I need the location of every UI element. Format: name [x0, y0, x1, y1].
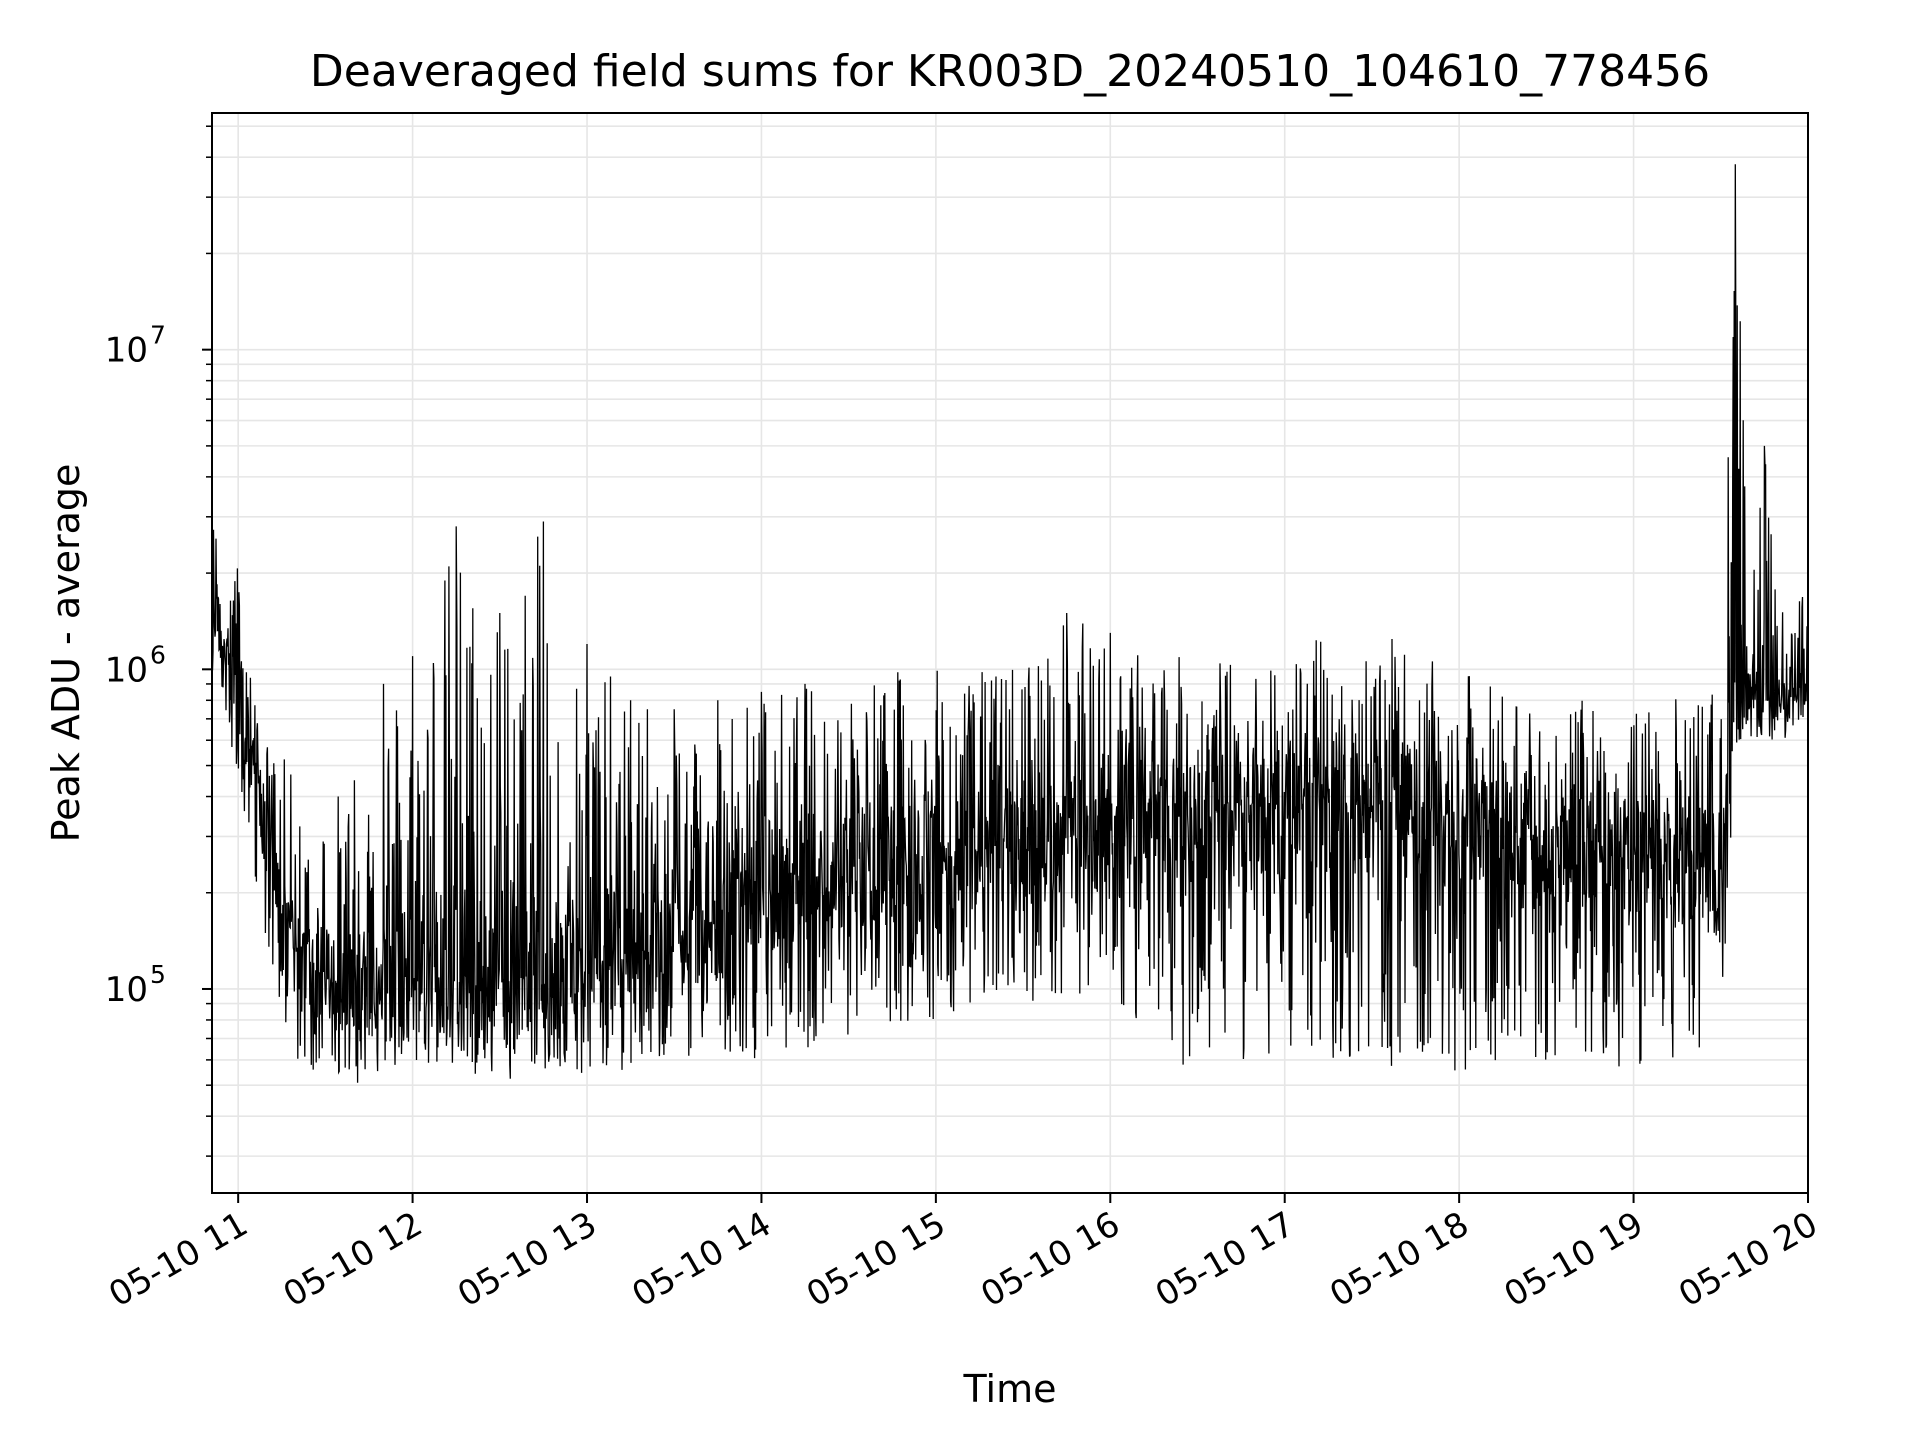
- y-tick-label: 10: [105, 970, 148, 1010]
- y-tick-label: 10: [105, 331, 148, 371]
- plot-area-frame: [211, 112, 1809, 1194]
- series-line: [212, 164, 1808, 1083]
- y-axis-label: Peak ADU - average: [44, 464, 88, 843]
- y-tick-exponent: 5: [150, 960, 166, 989]
- x-axis-label: Time: [963, 1367, 1057, 1411]
- y-tick-exponent: 7: [150, 321, 166, 350]
- y-tick-label: 10: [105, 650, 148, 690]
- chart-title: Deaveraged field sums for KR003D_2024051…: [310, 46, 1710, 97]
- series-layer: [212, 164, 1808, 1083]
- y-tick-exponent: 6: [150, 640, 166, 669]
